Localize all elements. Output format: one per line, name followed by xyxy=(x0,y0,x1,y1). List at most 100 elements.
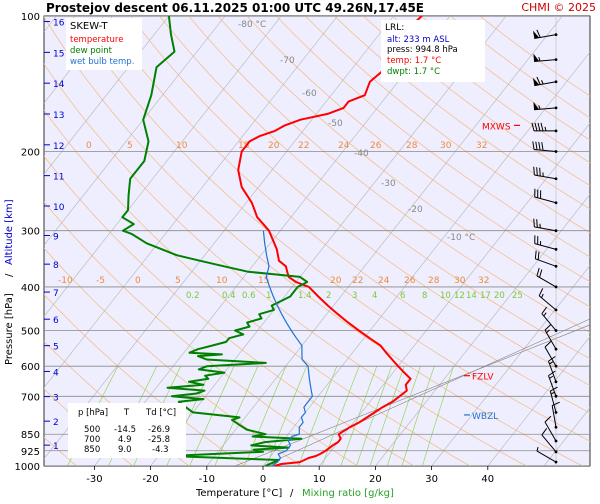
wind-barb-feather xyxy=(537,219,538,227)
x-tick-label: 0 xyxy=(260,474,266,485)
dry-adiabat-label: 32 xyxy=(476,141,487,151)
legend: SKEW-T temperature dew point wet bulb te… xyxy=(66,18,142,70)
legend-item-wet-bulb: wet bulb temp. xyxy=(70,57,134,67)
mixing-ratio-label: 1.4 xyxy=(298,291,312,301)
dry-adiabat-label: 22 xyxy=(352,276,363,286)
mixing-ratio-label: 17 xyxy=(480,291,491,301)
isotherm-label: -50 xyxy=(328,119,343,129)
wind-barb-dot xyxy=(555,248,558,251)
wind-barb-dot xyxy=(555,395,558,398)
dry-adiabat-label: 20 xyxy=(330,276,342,286)
wind-barb-dot xyxy=(555,177,558,180)
dry-adiabat-label: 28 xyxy=(406,141,418,151)
wind-barb-dot xyxy=(555,129,558,132)
table-row-0-t: -14.5 xyxy=(114,425,136,435)
pressure-tick-label: 400 xyxy=(21,283,40,294)
y-axis-label-2: Altitude [km] xyxy=(4,199,15,265)
pressure-tick-label: 100 xyxy=(21,12,40,23)
dry-adiabat-label: -10 xyxy=(58,276,73,286)
wind-barb-dot xyxy=(555,348,558,351)
pressure-tick-label: 925 xyxy=(21,447,40,458)
mixing-ratio-label: 10 xyxy=(440,291,451,301)
pressure-tick-label: 200 xyxy=(21,147,40,158)
dry-adiabat-label: 22 xyxy=(298,141,309,151)
lrl-dwpt: dwpt: 1.7 °C xyxy=(387,67,440,77)
wind-barb-dot xyxy=(555,461,558,464)
altitude-tick-label: 3 xyxy=(53,394,59,404)
dry-adiabat-label: 32 xyxy=(478,276,489,286)
wind-barb-dot xyxy=(555,309,558,312)
dry-adiabat-label: 10 xyxy=(216,276,228,286)
table-row-2-t: 9.0 xyxy=(118,445,132,455)
lrl-press: press: 994.8 hPa xyxy=(387,45,458,55)
mixing-ratio-label: 2 xyxy=(326,291,331,301)
altitude-tick-label: 5 xyxy=(53,343,59,353)
dry-adiabat-label: 0 xyxy=(135,276,141,286)
x-tick-label: -10 xyxy=(199,474,215,485)
legend-item-dew-point: dew point xyxy=(70,46,113,56)
pressure-tick-label: 700 xyxy=(21,392,40,403)
table-row-0-p: 500 xyxy=(84,425,100,435)
x-axis-label: Temperature [°C] xyxy=(195,488,282,499)
mixing-ratio-label: 3 xyxy=(352,291,357,301)
mixing-ratio-label: 0.2 xyxy=(186,291,200,301)
dry-adiabat-label: 30 xyxy=(440,141,452,151)
mixing-ratio-label: 1 xyxy=(266,291,271,301)
wind-barb-dot xyxy=(555,411,558,414)
isotherm-label: -70 xyxy=(280,56,295,66)
x-axis-label-sep: / xyxy=(290,488,294,499)
legend-item-temperature: temperature xyxy=(70,35,123,45)
table-row-0-td: -26.9 xyxy=(148,425,170,435)
pressure-tick-label: 850 xyxy=(21,430,40,441)
isotherm-label: -80 °C xyxy=(238,20,266,30)
wind-barb-feather xyxy=(537,167,538,175)
x-tick-label: -20 xyxy=(142,474,158,485)
x-tick-label: 40 xyxy=(481,474,494,485)
wind-barb-dot xyxy=(555,265,558,268)
altitude-tick-label: 11 xyxy=(53,173,64,183)
altitude-tick-label: 13 xyxy=(53,111,64,121)
wind-barb-feather xyxy=(534,167,535,175)
dry-adiabat-label: 26 xyxy=(370,141,382,151)
chart-title: Prostejov descent 06.11.2025 01:00 UTC 4… xyxy=(46,1,424,15)
wind-barb-dot xyxy=(555,286,558,289)
altitude-tick-label: 1 xyxy=(53,442,59,452)
lrl-alt: alt: 233 m ASL xyxy=(387,35,450,45)
mixing-ratio-label: 14 xyxy=(466,291,477,301)
x-axis-title: Temperature [°C] / Mixing ratio [g/kg] xyxy=(195,488,394,499)
dry-adiabat-label: 5 xyxy=(175,276,181,286)
mixing-ratio-label: 25 xyxy=(512,291,523,301)
wind-barb-dot xyxy=(555,150,558,153)
pressure-tick-label: 1000 xyxy=(15,462,40,473)
altitude-tick-label: 7 xyxy=(53,289,59,299)
wind-barb-dot xyxy=(555,426,558,429)
altitude-tick-label: 10 xyxy=(53,203,65,213)
altitude-tick-label: 2 xyxy=(53,418,59,428)
mixing-ratio-label: 4 xyxy=(372,291,377,301)
wind-barb-feather xyxy=(540,168,541,176)
x-tick-label: 30 xyxy=(425,474,438,485)
wind-barb-dot xyxy=(555,229,558,232)
mixing-ratio-label: 20 xyxy=(494,291,505,301)
wind-barb-dot xyxy=(555,440,558,443)
pressure-tick-label: 300 xyxy=(21,227,40,238)
wind-barb-dot xyxy=(555,33,558,36)
table-row-2-td: -4.3 xyxy=(152,445,169,455)
dry-adiabat-label: 30 xyxy=(454,276,466,286)
pressure-tick-label: 600 xyxy=(21,362,40,373)
wind-barb-dot xyxy=(555,450,558,453)
x-tick-label: 10 xyxy=(313,474,326,485)
level-marker-label: MXWS xyxy=(482,122,511,132)
isotherm-label: -60 xyxy=(302,89,317,99)
y-axis-label: Pressure [hPa] xyxy=(4,293,15,365)
wind-barb-dot xyxy=(555,106,558,109)
wind-barb-dot xyxy=(555,58,558,61)
altitude-tick-label: 14 xyxy=(53,80,65,90)
mixing-ratio-label: 0.6 xyxy=(242,291,256,301)
y-axis-label-sep: / xyxy=(4,273,15,277)
mixing-ratio-label: 12 xyxy=(454,291,465,301)
x-tick-label: -30 xyxy=(86,474,102,485)
stations-table: p [hPa] T Td [°C] 500 -14.5 -26.9 700 4.… xyxy=(68,403,186,458)
dry-adiabat-label: -5 xyxy=(96,276,105,286)
wind-barb-dot xyxy=(555,380,558,383)
